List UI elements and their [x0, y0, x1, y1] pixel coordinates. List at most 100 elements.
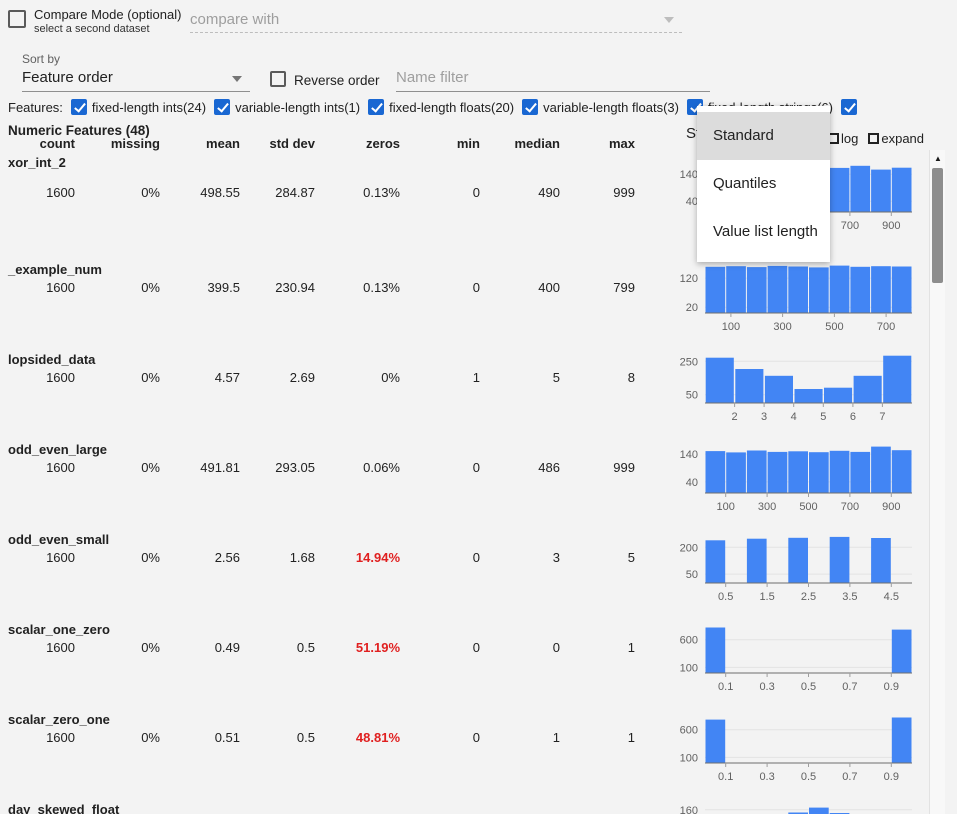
feature-name: day_skewed_float — [8, 802, 120, 814]
feature-row: scalar_zero_one 1600 0% 0.51 0.5 48.81% 0 1 1 600… — [0, 709, 957, 799]
feature-stats: 1600 0% 2.56 1.68 14.94% 0 3 5 — [0, 550, 660, 566]
svg-text:0.5: 0.5 — [718, 591, 733, 603]
chevron-down-icon — [232, 76, 242, 82]
svg-text:250: 250 — [680, 356, 698, 368]
feature-chart: 140 40 100 300 500 700 900 — [657, 441, 917, 520]
feature-name: scalar_zero_one — [8, 712, 110, 727]
table-header-row: count missing mean std dev zeros min med… — [0, 136, 660, 152]
svg-text:700: 700 — [841, 501, 859, 513]
table-header: std dev — [269, 136, 315, 151]
sort-by-value: Feature order — [22, 69, 113, 86]
feature-stats: 1600 0% 399.5 230.94 0.13% 0 400 799 — [0, 280, 660, 296]
menu-item-quantiles[interactable]: Quantiles — [713, 175, 777, 192]
sort-by-select[interactable]: Feature order — [22, 66, 250, 92]
stat-zeros: 0.06% — [363, 460, 400, 475]
menu-item-value-list-length[interactable]: Value list length — [713, 223, 818, 240]
feature-histogram: 250 50 2 3 4 5 6 7 — [680, 355, 912, 423]
stat-max: 999 — [613, 185, 635, 200]
stat-count: 1600 — [46, 460, 75, 475]
svg-text:0.7: 0.7 — [842, 771, 857, 783]
svg-text:0.5: 0.5 — [801, 771, 816, 783]
feature-type-filter — [840, 99, 857, 115]
compare-with-select[interactable]: compare with — [190, 6, 682, 33]
svg-text:3: 3 — [761, 411, 767, 423]
svg-text:0.5: 0.5 — [801, 681, 816, 693]
feature-type-checkbox[interactable] — [522, 99, 539, 115]
stat-median: 400 — [538, 280, 560, 295]
svg-text:40: 40 — [686, 477, 698, 489]
feature-row: scalar_one_zero 1600 0% 0.49 0.5 51.19% 0 0 1 600… — [0, 619, 957, 709]
feature-name: _example_num — [8, 262, 102, 277]
stat-mean: 2.56 — [214, 550, 240, 565]
stat-zeros: 48.81% — [355, 730, 400, 745]
svg-text:300: 300 — [758, 501, 776, 513]
stat-mean: 399.5 — [207, 280, 240, 295]
stat-stddev: 1.68 — [289, 550, 315, 565]
svg-text:3.5: 3.5 — [842, 591, 857, 603]
feature-histogram: 120 20 100 300 500 700 — [680, 265, 912, 333]
feature-name: xor_int_2 — [8, 155, 66, 170]
expand-checkbox[interactable] — [868, 133, 880, 144]
stat-count: 1600 — [46, 185, 75, 200]
feature-type-label: variable-length floats(3) — [543, 99, 679, 115]
svg-text:500: 500 — [799, 501, 817, 513]
stat-stddev: 293.05 — [275, 460, 315, 475]
name-filter-field — [396, 64, 710, 92]
reverse-order-checkbox[interactable] — [270, 71, 286, 87]
feature-type-checkbox[interactable] — [70, 99, 87, 115]
stat-max: 1 — [627, 640, 635, 655]
scrollbar-thumb[interactable] — [932, 168, 943, 283]
feature-type-checkbox[interactable] — [840, 99, 857, 115]
section-title: Numeric Features (48) — [8, 123, 150, 138]
svg-text:1.5: 1.5 — [759, 591, 774, 603]
stat-min: 0 — [472, 730, 480, 745]
feature-chart: 250 50 2 3 4 5 6 7 — [657, 351, 917, 430]
name-filter-input[interactable] — [396, 64, 710, 92]
stat-missing: 0% — [141, 185, 160, 200]
svg-text:2.5: 2.5 — [801, 591, 816, 603]
svg-text:140: 140 — [680, 449, 698, 461]
scroll-up-arrow-icon[interactable]: ▲ — [934, 153, 942, 163]
feature-name: odd_even_large — [8, 442, 107, 457]
feature-type-checkbox[interactable] — [214, 99, 231, 115]
stat-median: 1 — [552, 730, 560, 745]
stat-max: 1 — [627, 730, 635, 745]
svg-text:300: 300 — [773, 321, 791, 333]
stat-min: 0 — [472, 550, 480, 565]
svg-text:0.1: 0.1 — [718, 771, 733, 783]
svg-text:100: 100 — [717, 501, 735, 513]
svg-text:900: 900 — [882, 501, 900, 513]
svg-text:0.9: 0.9 — [884, 681, 899, 693]
svg-text:600: 600 — [680, 635, 698, 647]
feature-histogram: 140 40 100 300 500 700 900 — [680, 446, 912, 513]
stat-stddev: 0.5 — [296, 730, 315, 745]
feature-type-filter: variable-length ints(1) — [214, 99, 360, 115]
stat-median: 0 — [552, 640, 560, 655]
reverse-order-label: Reverse order — [294, 73, 380, 88]
stat-count: 1600 — [46, 370, 75, 385]
feature-name: scalar_one_zero — [8, 622, 110, 637]
svg-text:0.7: 0.7 — [842, 681, 857, 693]
svg-text:40: 40 — [686, 196, 698, 208]
svg-text:600: 600 — [680, 725, 698, 737]
table-header: zeros — [366, 136, 400, 151]
feature-stats: 1600 0% 4.57 2.69 0% 1 5 8 — [0, 370, 660, 386]
feature-stats: 1600 0% 0.49 0.5 51.19% 0 0 1 — [0, 640, 660, 656]
compare-mode-checkbox[interactable] — [8, 10, 26, 28]
log-label: log — [841, 131, 859, 146]
vertical-scrollbar[interactable]: ▲ — [929, 150, 945, 814]
stat-max: 8 — [627, 370, 635, 385]
feature-type-checkbox[interactable] — [368, 99, 385, 115]
svg-text:7: 7 — [879, 411, 885, 423]
svg-text:0.9: 0.9 — [884, 771, 899, 783]
stat-mean: 0.51 — [214, 730, 240, 745]
stat-median: 486 — [538, 460, 560, 475]
feature-chart: 160 — [657, 801, 917, 814]
svg-text:500: 500 — [825, 321, 843, 333]
menu-item-standard[interactable]: Standard — [697, 112, 830, 160]
feature-stats: 1600 0% 498.55 284.87 0.13% 0 490 999 — [0, 185, 660, 201]
table-header: min — [456, 136, 480, 151]
svg-text:120: 120 — [680, 273, 698, 285]
stat-zeros: 14.94% — [355, 550, 400, 565]
